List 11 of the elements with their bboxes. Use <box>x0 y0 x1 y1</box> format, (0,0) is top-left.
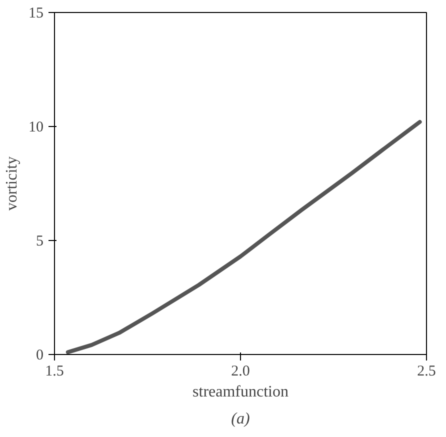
x-tick-label: 2.5 <box>417 364 436 380</box>
y-axis-title: vorticity <box>4 156 20 211</box>
y-tick-label: 15 <box>28 6 44 22</box>
text: (a) <box>231 410 250 428</box>
y-tick-label: 10 <box>28 120 44 136</box>
x-axis-title: streamfunction <box>192 384 288 400</box>
x-tick-label: 2.0 <box>231 364 250 380</box>
x-tick-label: 1.5 <box>45 364 64 380</box>
y-tick-label: 0 <box>36 348 44 364</box>
y-tick-label: 5 <box>36 234 44 250</box>
line-series <box>66 120 422 354</box>
